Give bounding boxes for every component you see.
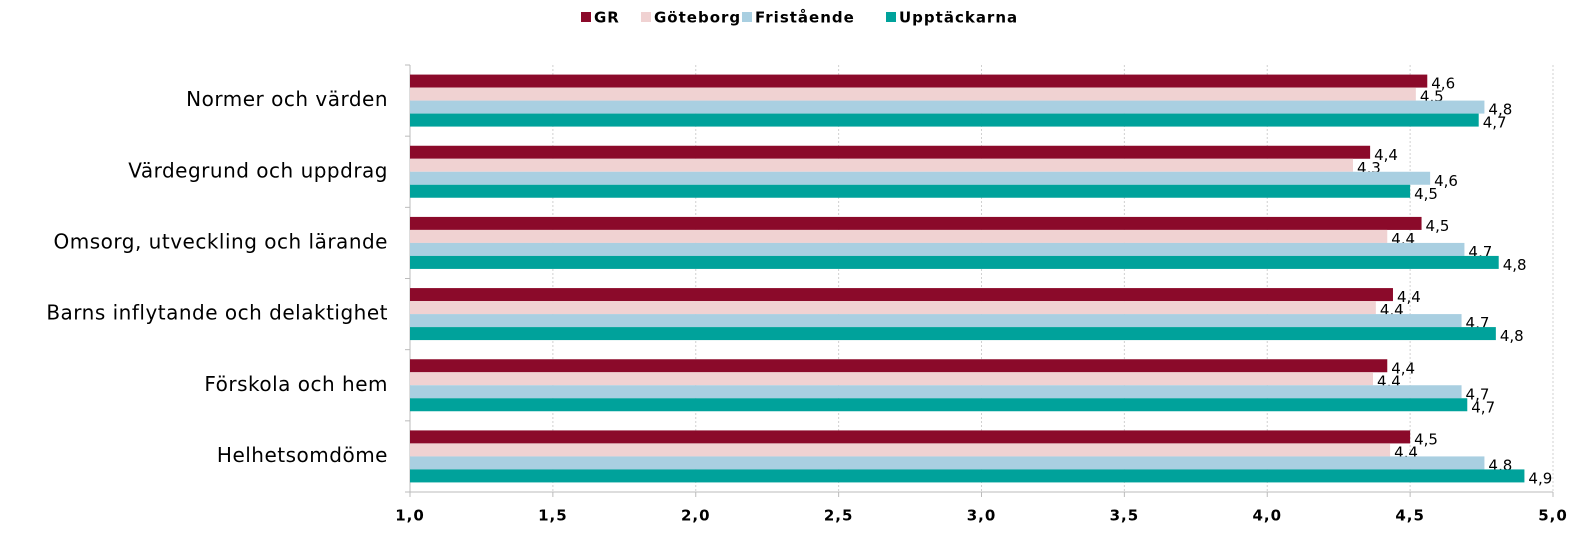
bar [410,87,1416,101]
data-label: 4,5 [1414,185,1438,203]
bar [410,443,1391,457]
bar [410,372,1373,386]
legend-swatch [742,12,752,22]
legend-label: Fristående [755,9,855,27]
data-label: 4,5 [1426,217,1450,235]
bar [410,288,1393,302]
category-label: Omsorg, utveckling och lärande [54,229,388,253]
bar [410,184,1411,198]
data-label: 4,8 [1488,101,1512,119]
data-label: 4,7 [1466,385,1490,403]
legend-swatch [886,12,896,22]
bar [410,74,1428,88]
bar [410,171,1431,185]
legend-label: Göteborg [654,9,741,27]
x-tick-label: 3,5 [1110,507,1140,525]
category-label: Förskola och hem [204,372,388,396]
data-label: 4,4 [1374,146,1398,164]
bar [410,229,1388,243]
x-tick-label: 4,5 [1395,507,1425,525]
bar [410,385,1462,399]
data-label: 4,8 [1500,327,1524,345]
bar [410,216,1422,230]
x-tick-label: 1,0 [395,507,425,525]
bar [410,242,1465,256]
x-tick-label: 4,0 [1252,507,1282,525]
legend-swatch [641,12,651,22]
x-tick-label: 2,5 [824,507,854,525]
data-label: 4,9 [1528,469,1552,487]
x-tick-label: 3,0 [967,507,997,525]
bar [410,314,1462,328]
bar [410,301,1376,315]
data-label: 4,4 [1397,288,1421,306]
bar [410,100,1485,114]
data-label: 4,5 [1414,430,1438,448]
legend-label: GR [594,9,620,27]
bar [410,113,1479,127]
bar [410,158,1353,172]
data-label: 4,6 [1431,75,1455,93]
x-tick-label: 1,5 [538,507,568,525]
category-label: Helhetsomdöme [217,443,388,467]
data-label: 4,7 [1483,114,1507,132]
legend-label: Upptäckarna [899,9,1018,27]
category-label: Barns inflytande och delaktighet [46,301,388,325]
data-label: 4,7 [1471,398,1495,416]
x-tick-label: 5,0 [1538,507,1568,525]
category-label: Värdegrund och uppdrag [128,158,388,182]
bar [410,255,1499,269]
bar [410,359,1388,373]
bar [410,456,1485,470]
data-label: 4,6 [1434,172,1458,190]
bar [410,327,1496,341]
bar [410,430,1411,444]
legend-swatch [581,12,591,22]
category-label: Normer och värden [186,87,388,111]
bar [410,145,1371,159]
bar [410,469,1525,483]
data-label: 4,8 [1503,256,1527,274]
x-tick-label: 2,0 [681,507,711,525]
data-label: 4,4 [1391,359,1415,377]
bar [410,398,1468,412]
